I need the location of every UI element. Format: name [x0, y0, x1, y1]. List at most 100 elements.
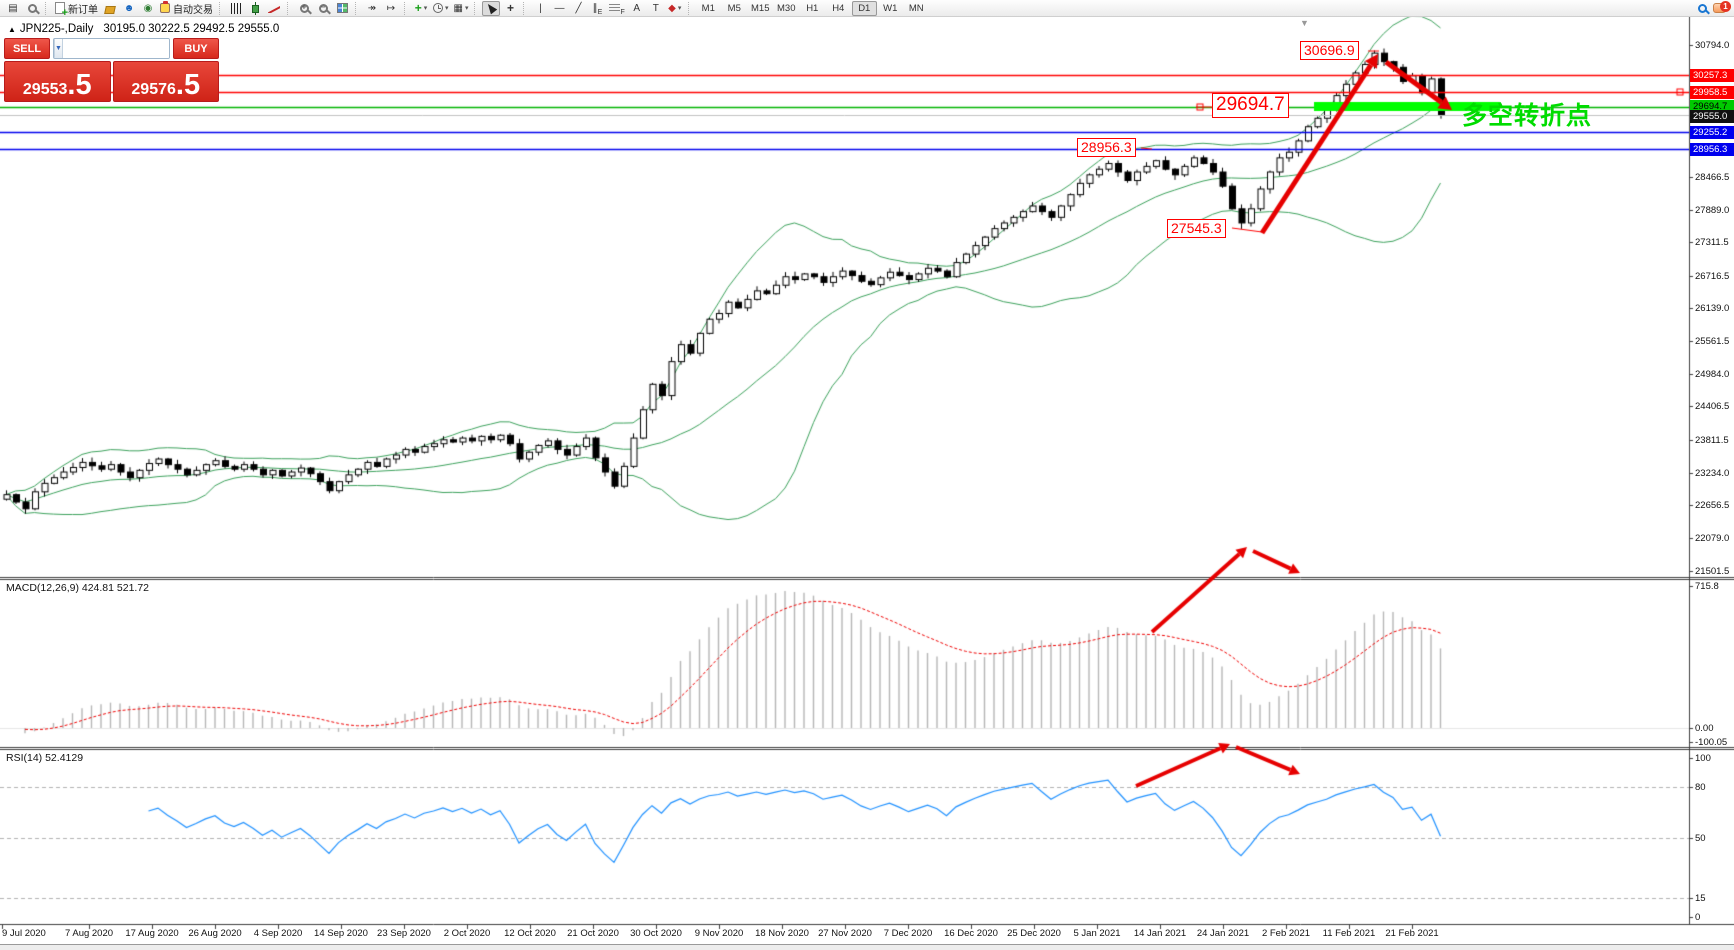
- timeframe-m30[interactable]: M30: [777, 2, 796, 14]
- sell-price-panel[interactable]: 29553.5: [4, 61, 111, 102]
- toolbar-separator: [287, 1, 291, 15]
- timeframe-h1[interactable]: H1: [806, 2, 819, 14]
- rsi-label: RSI(14) 52.4129: [6, 752, 84, 764]
- bar-chart-icon[interactable]: [227, 1, 245, 16]
- text-icon[interactable]: A: [633, 2, 641, 14]
- sell-price-big: .5: [67, 69, 92, 102]
- zoom-in-icon[interactable]: +: [295, 1, 313, 16]
- date-label: 14 Jan 2021: [1133, 928, 1187, 939]
- date-label: 25 Dec 2020: [1007, 928, 1061, 939]
- price-annotation-27545-3[interactable]: 27545.3: [1167, 219, 1226, 238]
- crosshair-icon[interactable]: +: [506, 1, 514, 15]
- indicator-tick-label: -100.05: [1695, 736, 1728, 748]
- price-tick-label: 23234.0: [1695, 467, 1730, 479]
- signals-icon[interactable]: ◉: [143, 2, 153, 14]
- new-order-button-glyph: [55, 2, 68, 19]
- date-label: 18 Nov 2020: [755, 928, 809, 939]
- buy-price-panel[interactable]: 29576.5: [112, 61, 219, 102]
- notification-badge: 1: [1720, 1, 1731, 12]
- indicator-tick-label: 0: [1695, 911, 1701, 923]
- date-label: 9 Jul 2020: [2, 928, 46, 939]
- date-label: 2 Feb 2021: [1261, 928, 1311, 939]
- autotrade-button[interactable]: 自动交易: [158, 1, 215, 16]
- new-order-button[interactable]: 新订单: [53, 1, 100, 19]
- indicator-tick-label: 50: [1695, 832, 1706, 844]
- horizontal-line-icon[interactable]: —: [554, 2, 565, 14]
- indicator-tick-label: 0.00: [1695, 722, 1714, 734]
- bar-chart-icon-glyph: [231, 2, 241, 14]
- sell-button[interactable]: SELL: [4, 38, 50, 59]
- shapes-icon[interactable]: ◆ ▾: [668, 2, 682, 14]
- date-label: 7 Dec 2020: [883, 928, 933, 939]
- macd-label: MACD(12,26,9) 424.81 521.72: [6, 582, 150, 594]
- price-tick-label: 26716.5: [1695, 270, 1730, 282]
- timeframe-w1[interactable]: W1: [883, 2, 898, 14]
- auto-scroll-icon[interactable]: ↠: [367, 2, 377, 14]
- date-label: 21 Feb 2021: [1385, 928, 1439, 939]
- profile-icon[interactable]: ☻: [123, 2, 135, 14]
- chart-shift-icon[interactable]: ↦: [386, 2, 396, 14]
- candlestick-chart-icon[interactable]: [246, 1, 264, 16]
- date-label: 2 Oct 2020: [443, 928, 491, 939]
- timeframe-m15[interactable]: M15: [751, 2, 770, 14]
- timeframe-h4[interactable]: H4: [832, 2, 845, 14]
- price-tick-label: 24406.5: [1695, 400, 1730, 412]
- timeframe-mn[interactable]: MN: [908, 2, 924, 14]
- autotrade-button-label: 自动交易: [173, 4, 213, 16]
- candlestick-chart-icon-glyph: [251, 1, 260, 15]
- date-label: 12 Oct 2020: [504, 928, 556, 939]
- toolbar-separator: [474, 1, 478, 15]
- styles-bucket-icon[interactable]: [101, 1, 119, 16]
- volume-input[interactable]: [62, 39, 169, 58]
- price-tick-label: 26139.0: [1695, 302, 1730, 314]
- date-label: 21 Oct 2020: [567, 928, 619, 939]
- date-label: 17 Aug 2020: [125, 928, 179, 939]
- data-window-icon[interactable]: [23, 1, 41, 16]
- price-tick-label: 21501.5: [1695, 565, 1730, 577]
- price-tick-label: 23811.5: [1695, 434, 1729, 446]
- vertical-line-icon[interactable]: |: [539, 2, 542, 14]
- date-label: 24 Jan 2021: [1196, 928, 1250, 939]
- text-label-icon[interactable]: T: [652, 2, 659, 14]
- tile-windows-icon[interactable]: [333, 1, 351, 16]
- buy-button[interactable]: BUY: [173, 38, 219, 59]
- templates-icon[interactable]: ▦ ▾: [453, 2, 469, 14]
- data-window-icon-glyph: [27, 3, 37, 13]
- trendline-icon[interactable]: ╱: [575, 2, 582, 14]
- one-click-trade-panel: SELL ▼ ▲ BUY 29553.5 29576.5: [4, 38, 219, 102]
- periods-icon[interactable]: ▾: [431, 1, 451, 16]
- sell-price-main: 29553: [22, 81, 68, 98]
- indicators-icon[interactable]: + ▾: [414, 1, 428, 15]
- date-label: 30 Oct 2020: [630, 928, 682, 939]
- volume-decrement-button[interactable]: ▼: [54, 39, 63, 58]
- cursor-icon[interactable]: [482, 0, 501, 16]
- zoom-out-icon[interactable]: −: [314, 1, 332, 16]
- price-tick-label: 22656.5: [1695, 499, 1730, 511]
- price-line-badge: 29555.0: [1690, 109, 1734, 123]
- indicator-tick-label: 715.8: [1695, 580, 1719, 592]
- buy-price-main: 29576: [131, 81, 176, 98]
- chart-window-icon[interactable]: ▤: [8, 2, 18, 14]
- channel-icon[interactable]: ∥ E: [592, 2, 603, 16]
- periods-icon-glyph: [433, 3, 443, 13]
- toolbar-separator: [404, 1, 408, 15]
- date-label: 4 Sep 2020: [253, 928, 303, 939]
- line-chart-icon[interactable]: [265, 1, 283, 16]
- chinese-annotation[interactable]: 多空转折点: [1462, 102, 1593, 130]
- search-icon[interactable]: [1698, 3, 1707, 13]
- price-line-badge: 29694.7: [1690, 99, 1734, 113]
- chart-shift-marker: ▼: [1300, 18, 1309, 28]
- bottom-scroll-strip[interactable]: [0, 944, 1734, 950]
- price-annotation-29694-7[interactable]: 29694.7: [1212, 93, 1289, 118]
- zoom-out-icon-glyph: −: [318, 3, 328, 13]
- timeframe-d1[interactable]: D1: [851, 0, 877, 16]
- price-annotation-28956-3[interactable]: 28956.3: [1077, 138, 1136, 157]
- timeframe-m1[interactable]: M1: [701, 2, 715, 14]
- timeframe-m5[interactable]: M5: [727, 2, 741, 14]
- fibonacci-icon[interactable]: F: [607, 1, 626, 16]
- toolbar-separator: [523, 1, 527, 15]
- date-label: 11 Feb 2021: [1322, 928, 1376, 939]
- price-annotation-30696-9[interactable]: 30696.9: [1300, 41, 1359, 60]
